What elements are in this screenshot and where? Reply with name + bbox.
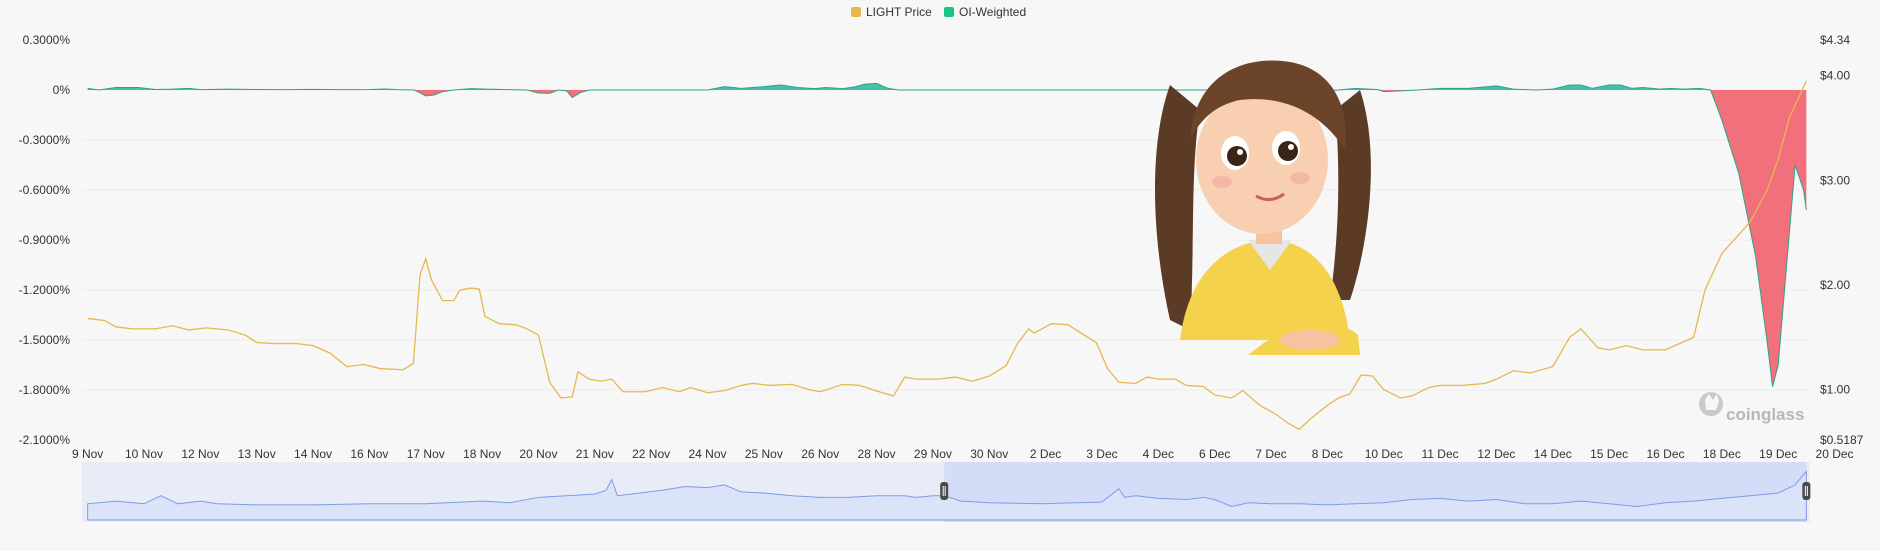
left-axis-tick-label: -0.6000% [19,183,71,197]
legend-label-oi[interactable]: OI-Weighted [959,5,1026,19]
x-axis-tick-label: 20 Dec [1816,447,1854,461]
oi-line [87,82,1807,387]
left-axis-tick-label: 0% [53,83,71,97]
cartoon-character-illustration [1155,60,1371,355]
x-axis-tick-label: 19 Dec [1759,447,1797,461]
x-axis-tick-label: 8 Dec [1312,447,1343,461]
x-axis-tick-label: 30 Nov [970,447,1008,461]
right-axis-tick-label: $4.34 [1820,33,1850,47]
x-axis-tick-label: 26 Nov [801,447,839,461]
x-axis-tick-label: 3 Dec [1086,447,1117,461]
right-axis-tick-label: $1.00 [1820,383,1850,397]
left-axis-tick-label: -1.2000% [19,283,71,297]
x-axis-tick-label: 22 Nov [632,447,670,461]
x-axis-tick-label: 16 Nov [350,447,388,461]
range-navigator[interactable] [82,462,1811,522]
x-axis-tick-label: 24 Nov [688,447,726,461]
brand-label: coinglass [1726,405,1804,424]
x-axis-tick-label: 12 Dec [1477,447,1515,461]
x-axis-tick-label: 2 Dec [1030,447,1061,461]
x-axis-tick-label: 12 Nov [181,447,219,461]
x-axis-tick-label: 17 Nov [407,447,445,461]
x-axis-tick-label: 13 Nov [238,447,276,461]
x-axis-tick-label: 10 Nov [125,447,163,461]
x-axis-tick-label: 16 Dec [1646,447,1684,461]
right-axis-tick-label: $3.00 [1820,173,1850,187]
x-axis-tick-label: 9 Nov [72,447,103,461]
left-axis: 0.3000% 0% -0.3000% -0.6000% -0.9000% -1.2000… [19,33,71,447]
x-axis: 9 Nov 10 Nov 12 Nov 13 Nov 14 Nov 16 Nov 17 No… [72,447,1854,461]
x-axis-tick-label: 14 Nov [294,447,332,461]
left-axis-tick-label: -1.5000% [19,333,71,347]
navigator-area [87,470,1807,521]
coinglass-logo-icon [1699,392,1724,416]
oi-negative-area [87,90,1807,387]
left-axis-tick-label: -0.9000% [19,233,71,247]
oi-weighted-series [87,82,1807,387]
x-axis-tick-label: 18 Dec [1703,447,1741,461]
right-axis-tick-label: $0.5187 [1820,433,1864,447]
navigator-left-handle[interactable] [940,482,949,500]
x-axis-tick-label: 7 Dec [1255,447,1286,461]
legend-swatch-oi[interactable] [944,7,954,17]
left-axis-tick-label: -2.1000% [19,433,71,447]
x-axis-tick-label: 6 Dec [1199,447,1230,461]
legend[interactable]: LIGHT Price OI-Weighted [851,5,1026,19]
right-axis-tick-label: $2.00 [1820,278,1850,292]
right-axis: $4.34 $4.00 $3.00 $2.00 $1.00 $0.5187 [1820,33,1864,447]
x-axis-tick-label: 15 Dec [1590,447,1628,461]
left-axis-tick-label: -1.8000% [19,383,71,397]
x-axis-tick-label: 10 Dec [1365,447,1403,461]
right-axis-tick-label: $4.00 [1820,69,1850,83]
left-axis-tick-label: -0.3000% [19,133,71,147]
left-axis-tick-label: 0.3000% [23,33,71,47]
legend-label-price[interactable]: LIGHT Price [866,5,932,19]
x-axis-tick-label: 11 Dec [1422,447,1459,461]
x-axis-tick-label: 25 Nov [745,447,783,461]
x-axis-tick-label: 18 Nov [463,447,501,461]
price-series [87,80,1807,431]
price-line [87,80,1807,431]
grid-lines [82,39,1812,441]
x-axis-tick-label: 28 Nov [858,447,896,461]
x-axis-tick-label: 14 Dec [1534,447,1572,461]
x-axis-tick-label: 21 Nov [576,447,614,461]
x-axis-tick-label: 4 Dec [1143,447,1174,461]
navigator-right-handle[interactable] [1802,482,1811,500]
coinglass-watermark: coinglass [1699,392,1804,424]
legend-swatch-price[interactable] [851,7,861,17]
x-axis-tick-label: 20 Nov [519,447,557,461]
x-axis-tick-label: 29 Nov [914,447,952,461]
oi-positive-area [87,83,1807,90]
